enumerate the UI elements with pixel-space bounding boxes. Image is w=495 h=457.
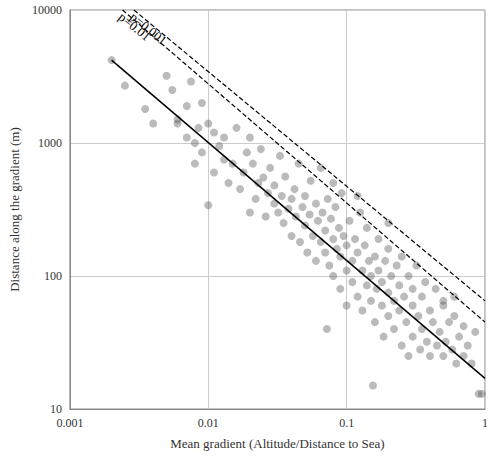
svg-text:Mean gradient (Altitude/Distan: Mean gradient (Altitude/Distance to Sea) (170, 436, 384, 451)
svg-text:0.01: 0.01 (198, 416, 219, 430)
svg-text:p=0.01: p=0.01 (115, 9, 154, 44)
svg-text:10: 10 (50, 402, 62, 416)
svg-text:1000: 1000 (38, 136, 62, 150)
svg-text:0.001: 0.001 (56, 416, 83, 430)
svg-text:1: 1 (482, 416, 488, 430)
svg-text:p=0.001: p=0.001 (127, 9, 170, 48)
svg-text:Distance along the gradient (m: Distance along the gradient (m) (7, 127, 22, 292)
svg-text:100: 100 (44, 269, 62, 283)
svg-text:10000: 10000 (32, 3, 62, 17)
svg-text:0.1: 0.1 (339, 416, 354, 430)
